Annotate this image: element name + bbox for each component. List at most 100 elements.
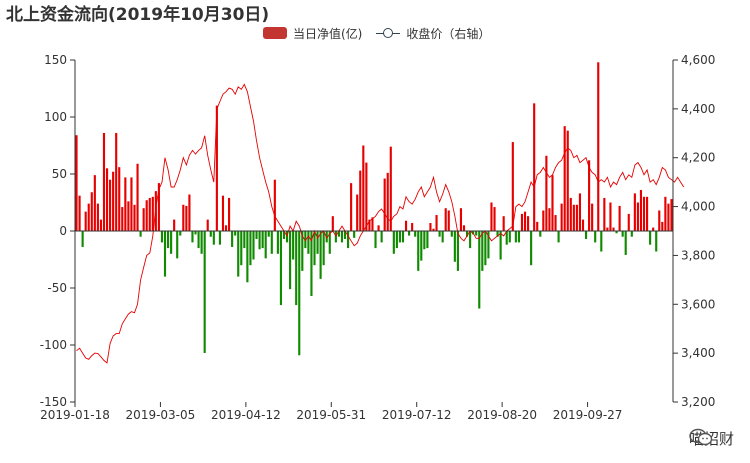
bar — [166, 231, 170, 249]
left-tick-label: 50 — [52, 167, 67, 181]
bar — [188, 194, 191, 231]
bar — [157, 183, 160, 231]
bar — [395, 231, 398, 249]
bar — [667, 203, 670, 231]
bar — [139, 231, 142, 237]
bar — [319, 231, 322, 279]
bar — [200, 231, 203, 254]
bar — [548, 208, 551, 231]
right-tick-label: 4,200 — [681, 151, 715, 165]
bar — [209, 231, 212, 237]
right-tick-label: 3,200 — [681, 395, 715, 409]
bar — [594, 231, 597, 243]
bar — [560, 203, 563, 231]
bar — [508, 231, 511, 243]
bar — [456, 231, 459, 271]
bar — [160, 231, 164, 243]
bar — [313, 231, 316, 266]
bar — [356, 194, 359, 231]
bar — [493, 207, 496, 231]
bar — [386, 172, 389, 231]
bar — [362, 145, 365, 231]
bar — [581, 219, 585, 231]
bar — [618, 205, 621, 231]
bar — [609, 202, 612, 231]
bar — [203, 231, 206, 353]
close-price-line — [76, 83, 685, 364]
bar — [475, 231, 478, 236]
bar — [423, 231, 426, 250]
bar — [212, 231, 215, 245]
bar — [115, 132, 118, 231]
bar — [462, 225, 466, 231]
bar — [527, 216, 530, 231]
bar — [121, 207, 124, 231]
bar — [652, 227, 655, 231]
bar — [252, 231, 255, 260]
bar — [148, 197, 151, 231]
bar — [224, 225, 228, 231]
bar — [99, 219, 103, 231]
axes: -150 -100 -50 0 50 100 150 3,200 3,400 3,600 3,800… — [40, 53, 716, 422]
bar — [514, 231, 517, 243]
legend-item-net-flow[interactable]: 当日净值(亿) — [263, 25, 362, 42]
bar — [325, 231, 328, 243]
bar — [536, 221, 539, 231]
left-tick-label: -150 — [40, 395, 67, 409]
bar — [298, 231, 301, 356]
bar — [597, 62, 600, 231]
bar — [173, 219, 176, 231]
bar — [630, 231, 633, 237]
bar — [292, 231, 295, 260]
bar — [670, 199, 673, 231]
bar — [444, 208, 447, 231]
bar — [249, 231, 252, 266]
bar — [429, 223, 432, 231]
right-tick-label: 4,000 — [681, 200, 715, 214]
bar — [237, 231, 240, 277]
watermark: 喵招财 — [689, 428, 734, 449]
bar — [627, 213, 630, 231]
bar — [572, 204, 575, 231]
bar — [206, 219, 209, 231]
bar — [502, 216, 505, 231]
bar — [484, 231, 487, 266]
bar — [87, 203, 90, 231]
bar — [282, 231, 286, 239]
bar — [346, 231, 350, 249]
bar — [310, 231, 313, 296]
legend-item-close[interactable]: 收盘价（右轴） — [376, 25, 490, 42]
bar — [432, 228, 435, 231]
chart-title: 北上资金流向(2019年10月30日) — [6, 5, 270, 25]
legend-label-close: 收盘价（右轴） — [406, 26, 491, 41]
right-tick-label: 4,400 — [681, 102, 715, 116]
bar — [472, 231, 475, 235]
bar — [639, 189, 643, 231]
bar — [109, 179, 112, 231]
bar — [661, 221, 664, 231]
bar — [279, 231, 283, 306]
bar — [606, 227, 609, 231]
bar — [185, 205, 188, 231]
bar-series — [75, 62, 673, 356]
bar — [566, 130, 569, 231]
line-series — [76, 83, 685, 364]
bar — [658, 210, 661, 231]
bar — [450, 231, 453, 237]
bar — [228, 197, 231, 231]
bar — [90, 192, 93, 231]
bar — [264, 231, 267, 259]
bar — [78, 195, 81, 231]
bar — [316, 231, 319, 254]
bar — [93, 175, 96, 231]
bar — [633, 193, 636, 231]
bar — [392, 231, 395, 254]
bar — [404, 220, 408, 231]
bar — [588, 160, 591, 231]
bar — [340, 231, 344, 243]
bar — [197, 231, 200, 249]
bar — [621, 231, 624, 237]
bar — [231, 231, 234, 247]
bar — [542, 210, 545, 231]
bar — [270, 231, 273, 254]
